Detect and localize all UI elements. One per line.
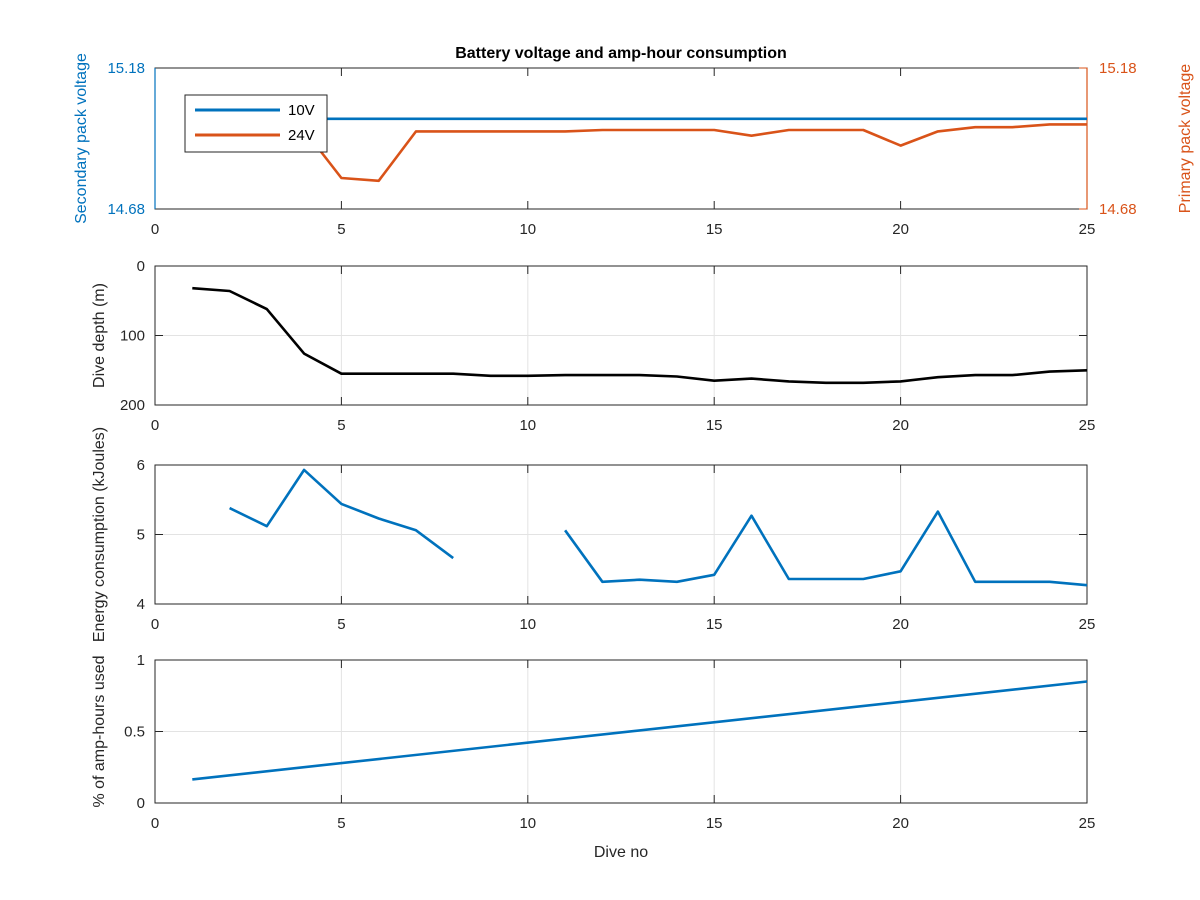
x-tick-label: 20 [892,616,909,633]
x-axis-label: Dive no [594,844,648,861]
y-tick-label: 14.68 [107,201,145,218]
x-tick-label: 25 [1079,616,1096,633]
x-tick-label: 15 [706,815,723,832]
x-tick-label: 5 [337,616,345,633]
y-tick-label: 6 [137,457,145,474]
legend-label: 24V [288,127,315,144]
x-tick-label: 0 [151,417,159,434]
y-tick-label-right: 14.68 [1099,201,1137,218]
subplot-2: 0 5 10 15 20 25 0 100 200 Dive depth (m) [91,258,1095,434]
x-tick-label: 0 [151,221,159,238]
y-tick-label: 0 [137,258,145,275]
y-axis-label-right: Primary pack voltage [1177,64,1194,213]
x-tick-label: 15 [706,417,723,434]
y-tick-label: 15.18 [107,60,145,77]
series-line-24v [303,123,1087,183]
x-tick-label: 25 [1079,417,1096,434]
y-tick-label: 4 [137,596,145,613]
y-axis-label: Dive depth (m) [91,283,108,388]
y-tick-label: 0 [137,795,145,812]
subplot-3: 0 5 10 15 20 25 4 5 6 Energy consumption (kJoules… [91,427,1095,642]
x-tick-label: 20 [892,221,909,238]
legend-box [184,94,328,153]
x-tick-label: 15 [706,616,723,633]
x-tick-label: 5 [337,221,345,238]
x-tick-label: 10 [519,417,536,434]
y-tick-label: 200 [120,397,145,414]
y-tick-label: 100 [120,328,145,345]
x-tick-label: 10 [519,221,536,238]
y-axis-label: Energy consumption (kJoules) [91,427,108,642]
y-axis-label: Secondary pack voltage [73,53,90,224]
chart-title: Battery voltage and amp-hour consumption [455,45,787,62]
series-line-4-0 [192,680,1088,781]
series-line-3-0 [229,468,1088,587]
x-tick-label: 0 [151,616,159,633]
y-axis-label: % of amp-hours used [91,655,108,807]
x-tick-label: 15 [706,221,723,238]
y-tick-label: 1 [137,652,145,669]
x-tick-label: 5 [337,417,345,434]
x-tick-label: 10 [519,815,536,832]
x-tick-label: 10 [519,616,536,633]
legend-label: 10V [288,102,315,119]
y-tick-label: 5 [137,527,145,544]
y-tick-label: 0.5 [124,724,145,741]
x-tick-label: 25 [1079,221,1096,238]
y-tick-label-right: 15.18 [1099,60,1137,77]
x-tick-label: 0 [151,815,159,832]
x-tick-label: 20 [892,417,909,434]
subplot-4: 0 5 10 15 20 25 0 0.5 1 % of amp-hours used Dive n… [91,652,1095,861]
series-line-2-0 [192,286,1088,385]
x-tick-label: 25 [1079,815,1096,832]
x-tick-label: 5 [337,815,345,832]
x-tick-label: 20 [892,815,909,832]
